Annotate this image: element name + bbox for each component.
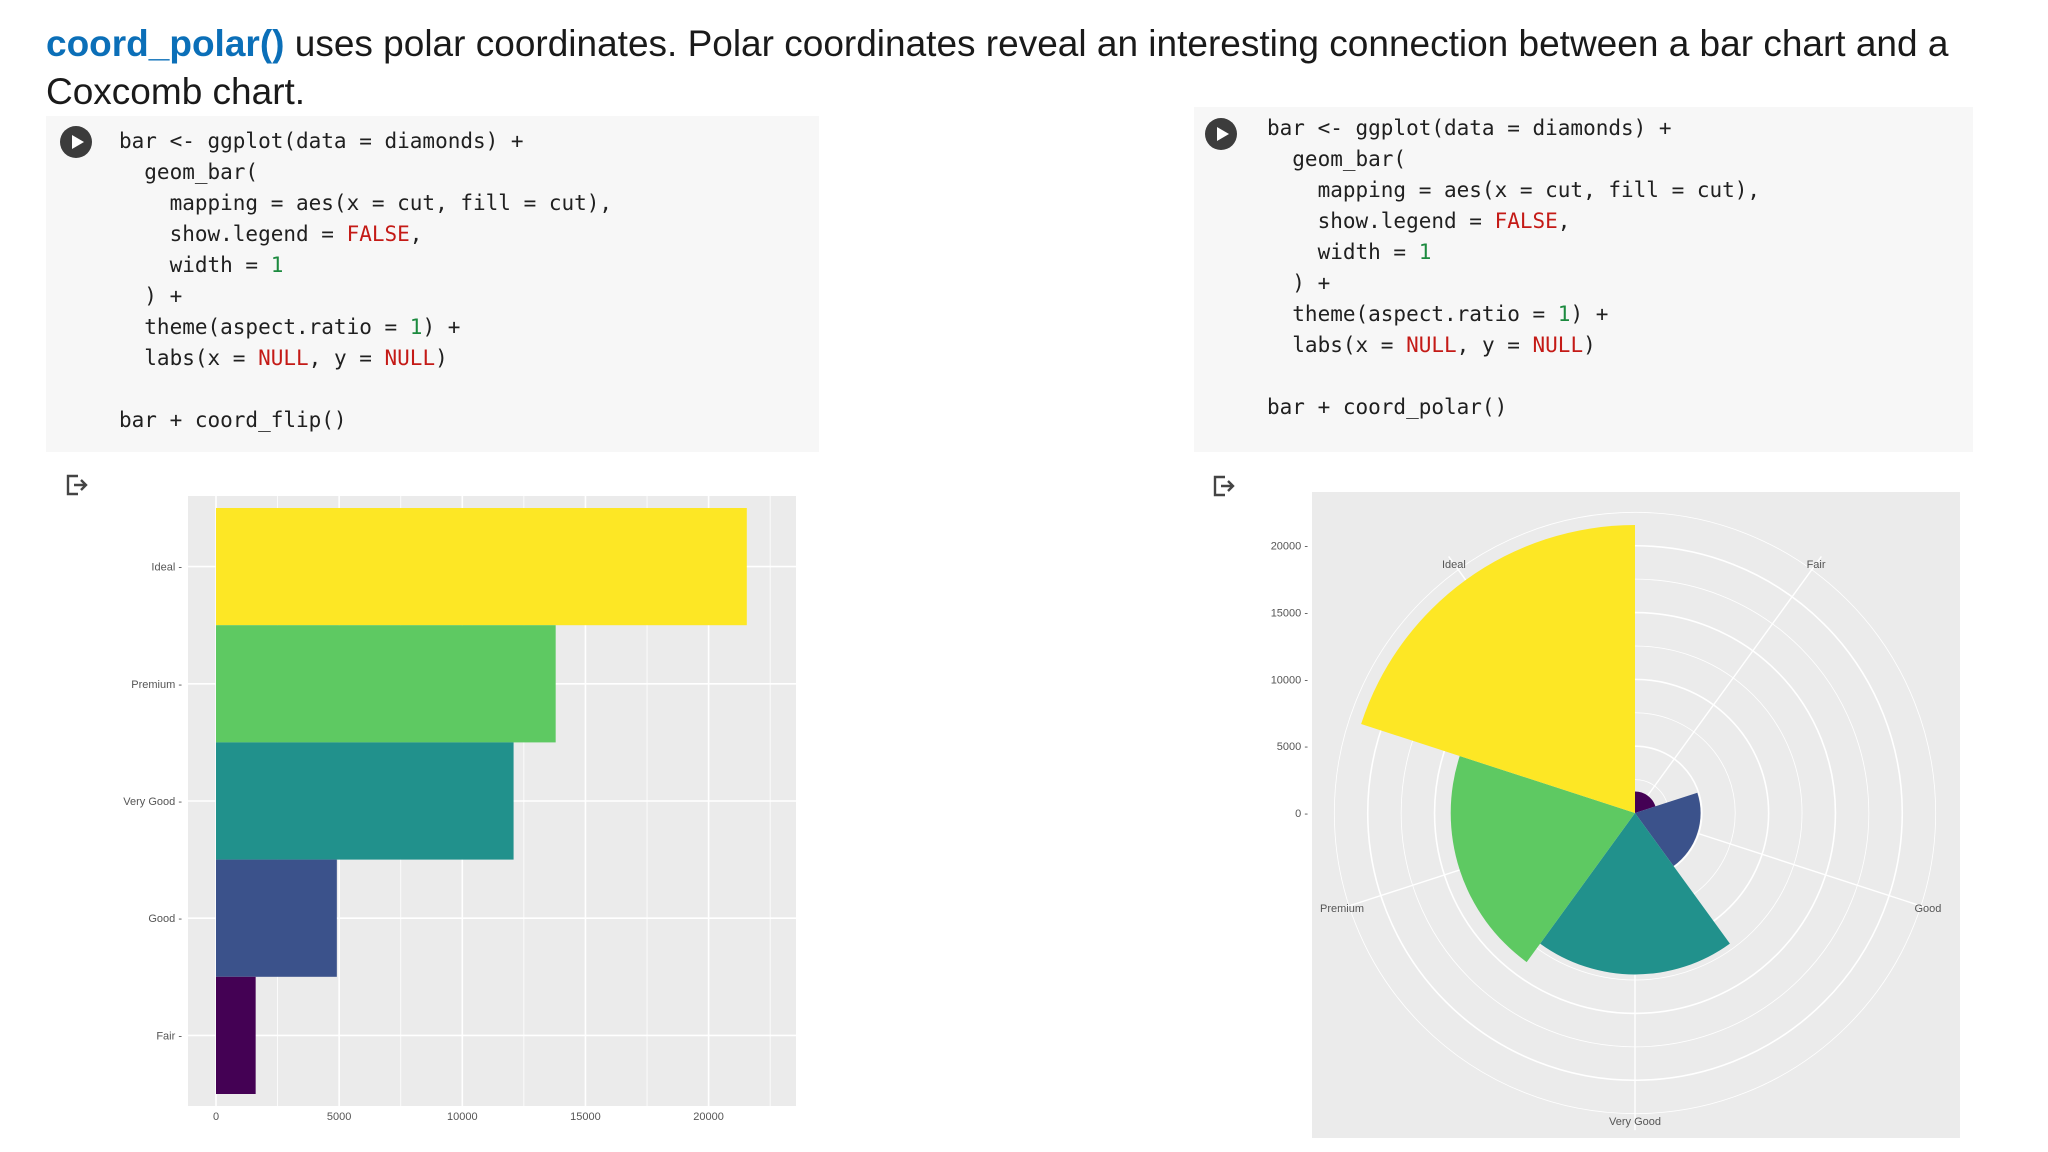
category-tick-label: Fair - — [156, 1030, 182, 1042]
heading-text: uses polar coordinates. Polar coordinate… — [46, 23, 1949, 112]
x-tick-label: 20000 — [693, 1111, 724, 1123]
wedge-good — [1635, 792, 1701, 867]
radial-tick-label: 0 - — [1295, 808, 1308, 820]
flipped-bar-chart: Ideal - Premium - Very Good - Good - Fair - 0… — [123, 496, 796, 1123]
bar-good — [216, 859, 337, 977]
angular-gridline — [1634, 556, 1822, 814]
bar-premium — [216, 625, 556, 743]
x-tick-label: 10000 — [447, 1111, 478, 1123]
category-tick-label: Good - — [148, 913, 182, 925]
output-icon[interactable] — [1211, 473, 1237, 499]
category-label: Ideal — [1442, 559, 1466, 571]
bar-fair — [216, 976, 256, 1094]
bar-very-good — [216, 742, 514, 860]
run-cell-button[interactable] — [60, 126, 92, 158]
radial-tick-label: 10000 - — [1271, 674, 1309, 686]
code-block[interactable]: bar <- ggplot(data = diamonds) + geom_ba… — [119, 129, 613, 432]
run-cell-button[interactable] — [1205, 118, 1237, 150]
function-name: coord_polar() — [46, 23, 285, 64]
wedge-very-good — [1540, 813, 1730, 975]
wedge-ideal — [1361, 525, 1635, 813]
radial-tick-label: 20000 - — [1271, 541, 1309, 553]
category-tick-label: Premium - — [131, 679, 182, 691]
wedge-fair — [1635, 791, 1656, 813]
category-label: Very Good — [1609, 1116, 1661, 1128]
coxcomb-chart: Fair Good Very Good Premium Ideal 0 - 5000 - 10… — [1271, 492, 1960, 1138]
category-label: Fair — [1807, 559, 1826, 571]
category-tick-label: Very Good - — [123, 796, 182, 808]
slide-heading: coord_polar() uses polar coordinates. Po… — [46, 20, 2006, 116]
radial-tick-label: 15000 - — [1271, 608, 1309, 620]
category-tick-label: Ideal - — [151, 562, 182, 574]
output-icon[interactable] — [64, 472, 90, 498]
code-cell-flip[interactable]: bar <- ggplot(data = diamonds) + geom_ba… — [46, 116, 819, 452]
bar-ideal — [216, 508, 747, 626]
code-block[interactable]: bar <- ggplot(data = diamonds) + geom_ba… — [1267, 116, 1761, 419]
radial-tick-label: 5000 - — [1277, 741, 1309, 753]
category-label: Good — [1915, 903, 1942, 915]
x-tick-label: 5000 — [327, 1111, 351, 1123]
wedge-premium — [1450, 756, 1635, 963]
x-tick-label: 15000 — [570, 1111, 601, 1123]
category-label: Premium — [1320, 903, 1364, 915]
x-tick-label: 0 — [213, 1111, 219, 1123]
code-cell-polar[interactable]: bar <- ggplot(data = diamonds) + geom_ba… — [1194, 107, 1973, 452]
